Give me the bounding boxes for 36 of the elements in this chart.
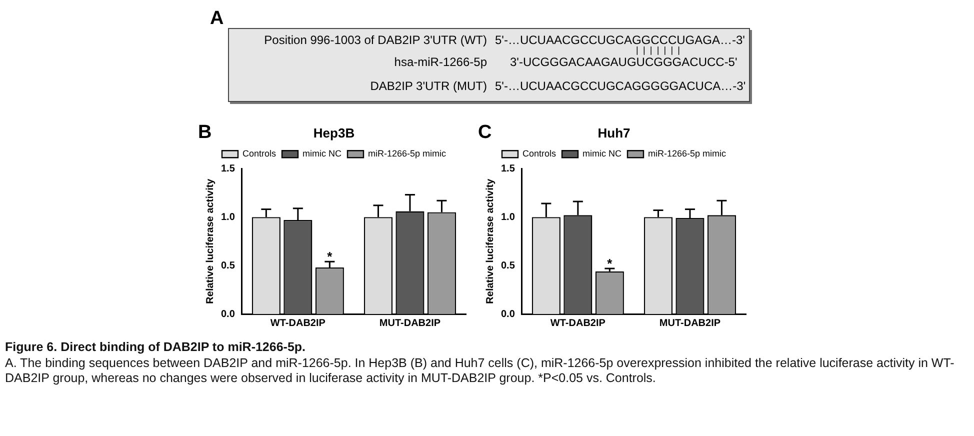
text: A. The binding sequences between DAB2IP and miR-1266-5p. In Hep3B (B) and Huh7 cells (C), miR-1266-5p overexpression inhibited the relative luciferase activity in WT-DAB2IP group, whereas no changes were observed in luciferase activity in MUT-DAB2IP group. *P<0.05 vs. Controls.	[5, 356, 956, 386]
y-tick-label: 0.5	[500, 260, 516, 272]
x-tick-label: MUT-DAB2IP	[379, 318, 441, 329]
y-axis-title: Relative luciferase activity	[484, 178, 496, 304]
text: B	[198, 122, 212, 144]
chart-title: Hep3B	[313, 125, 355, 140]
legend-label: Controls	[242, 148, 276, 159]
text: DAB2IP 3'UTR (MUT)	[370, 79, 487, 93]
annotation: *	[607, 256, 614, 272]
y-tick-label: 0.0	[220, 308, 236, 320]
text: C	[478, 122, 492, 144]
chart-title: Huh7	[598, 125, 630, 140]
annotation: *	[327, 249, 334, 264]
y-tick-label: 0.5	[220, 260, 236, 272]
legend-label: Controls	[522, 148, 556, 159]
y-tick-label: 1.5	[500, 163, 516, 174]
y-tick-label: 1.0	[500, 212, 516, 223]
x-tick-label: WT-DAB2IP	[270, 318, 326, 329]
y-tick-label: 1.5	[220, 163, 236, 174]
x-tick-label: MUT-DAB2IP	[659, 318, 721, 329]
y-axis-title: Relative luciferase activity	[204, 178, 216, 304]
legend-label: mimic NC	[582, 148, 622, 159]
text: |||||||	[636, 45, 685, 55]
y-tick-label: 0.0	[500, 308, 516, 320]
text: Figure 6. Direct binding of DAB2IP to miR-1266-5p.	[5, 340, 307, 355]
text: 5'-…UCUAACGCCUGCAGGCCCUGAGA…-3'	[495, 33, 745, 47]
y-tick-label: 1.0	[220, 212, 236, 223]
legend-label: mimic NC	[302, 148, 342, 159]
legend-label: miR-1266-5p mimic	[648, 148, 727, 159]
text: hsa-miR-1266-5p	[394, 55, 487, 69]
text: Position 996-1003 of DAB2IP 3'UTR (WT)	[264, 33, 487, 47]
legend-label: miR-1266-5p mimic	[368, 148, 447, 159]
text: A	[210, 8, 224, 30]
x-tick-label: WT-DAB2IP	[550, 318, 606, 329]
text: 5'-…UCUAACGCCUGCAGGGGGACUCA…-3'	[495, 79, 746, 93]
text: 3'-UCGGGACAAGAUGUCGGGACUCC-5'	[510, 55, 738, 69]
